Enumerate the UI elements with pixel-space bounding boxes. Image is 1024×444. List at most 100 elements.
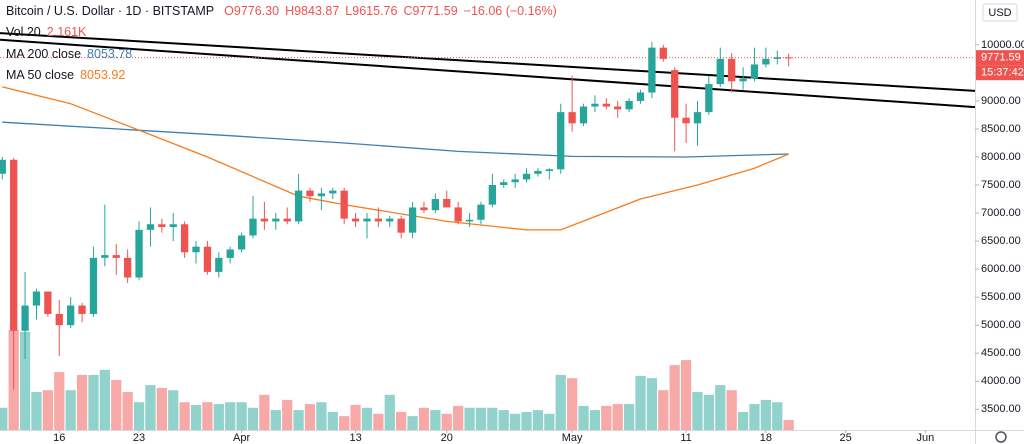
high-label: H9843.87	[285, 4, 339, 18]
volume-bar	[282, 399, 293, 430]
volume-bar	[521, 411, 532, 430]
y-tick-label: 6000.00	[981, 263, 1021, 275]
candle-body	[374, 218, 383, 222]
volume-bar	[658, 390, 669, 430]
volume-bar	[646, 378, 658, 430]
volume-bar	[213, 404, 224, 430]
candle-body	[203, 246, 212, 272]
candle-body	[671, 70, 679, 118]
last-price-label: 9771.59	[981, 52, 1021, 64]
ma50-name: MA 50 close	[6, 68, 74, 82]
volume-bar	[430, 410, 441, 430]
volume-bar	[361, 407, 373, 430]
currency-box[interactable]	[982, 3, 1018, 22]
x-tick-label: 25	[840, 432, 852, 444]
candle-body	[226, 249, 234, 258]
volume-bar	[293, 410, 304, 430]
candle-body	[32, 291, 41, 306]
low-label: L9615.76	[345, 4, 397, 18]
candle-body	[750, 64, 759, 79]
candle-body	[625, 100, 633, 110]
candle-body	[123, 257, 132, 278]
candle-body	[636, 92, 645, 101]
x-tick-label: May	[562, 432, 583, 444]
volume-bar	[99, 369, 110, 430]
candle-body	[340, 190, 348, 219]
candle-body	[272, 218, 280, 222]
candle-body	[146, 224, 155, 230]
volume-bar	[54, 372, 65, 430]
moving-average-line	[2, 86, 789, 231]
x-tick-label: 23	[133, 432, 145, 444]
candle-body	[158, 224, 166, 228]
x-tick-label: 16	[53, 432, 65, 444]
volume-bar	[601, 405, 612, 430]
currency[interactable]: USD	[988, 7, 1011, 19]
y-tick-label: 5000.00	[981, 319, 1021, 331]
candle-body	[716, 58, 724, 85]
volume-bar	[42, 390, 53, 430]
candle-body	[397, 218, 405, 233]
candle-body	[408, 207, 417, 233]
volume-legend: Vol 20 2.161K	[6, 25, 87, 39]
candle-body	[500, 182, 508, 186]
candle-body	[762, 58, 770, 65]
volume-bar	[122, 392, 133, 430]
candle-body	[363, 218, 371, 222]
candle-body	[443, 199, 451, 208]
candle-body	[591, 103, 599, 107]
volume-bar	[623, 404, 635, 430]
volume-bar	[612, 404, 623, 430]
volume-bar	[327, 411, 338, 430]
candle-body	[648, 47, 656, 93]
last-price-tag	[976, 50, 1024, 66]
candle-body	[705, 84, 713, 113]
candle-body	[55, 313, 63, 326]
x-tick-label: Jun	[917, 432, 935, 444]
settings-icon[interactable]	[995, 431, 1007, 443]
candle-body	[260, 218, 269, 222]
volume-bar	[270, 410, 281, 430]
countdown-tag	[976, 65, 1024, 81]
candle-body	[557, 112, 565, 170]
candle-body	[101, 255, 109, 258]
volume-bar	[316, 402, 327, 430]
candle-body	[237, 235, 246, 250]
candle-body	[180, 224, 189, 253]
volume-bar	[510, 413, 521, 430]
volume-bar	[168, 390, 179, 430]
candle-body	[67, 305, 75, 326]
countdown: 15:37:42	[981, 67, 1024, 79]
volume-bar	[589, 410, 601, 430]
y-tick-label: 6500.00	[981, 235, 1021, 247]
candle-body	[693, 112, 702, 124]
volume-bar	[156, 387, 167, 430]
trendline	[0, 32, 976, 92]
y-tick-label: 4500.00	[981, 347, 1021, 359]
volume-bar	[65, 390, 76, 430]
volume-bar	[726, 390, 737, 430]
candle-body	[169, 224, 177, 228]
volume-bar	[578, 405, 589, 430]
volume-bar	[145, 385, 156, 430]
volume-bar	[669, 365, 680, 430]
volume-bar	[703, 394, 715, 430]
candle-body	[522, 173, 531, 180]
volume-bar	[31, 392, 42, 430]
candle-body	[351, 218, 360, 222]
candle-body	[386, 218, 394, 222]
change-label: −16.06 (−0.16%)	[464, 4, 557, 18]
ma200-value: 8053.78	[87, 47, 132, 61]
candle-body	[10, 159, 18, 331]
candle-body	[44, 291, 52, 314]
volume-bar	[487, 407, 498, 430]
volume-bar	[749, 404, 760, 430]
ma50-value: 8053.92	[80, 68, 125, 82]
candle-body	[568, 112, 576, 124]
volume-bar	[783, 419, 794, 430]
candle-body	[283, 218, 291, 222]
open-label: O9776.30	[224, 4, 279, 18]
y-tick-label: 5500.00	[981, 291, 1021, 303]
